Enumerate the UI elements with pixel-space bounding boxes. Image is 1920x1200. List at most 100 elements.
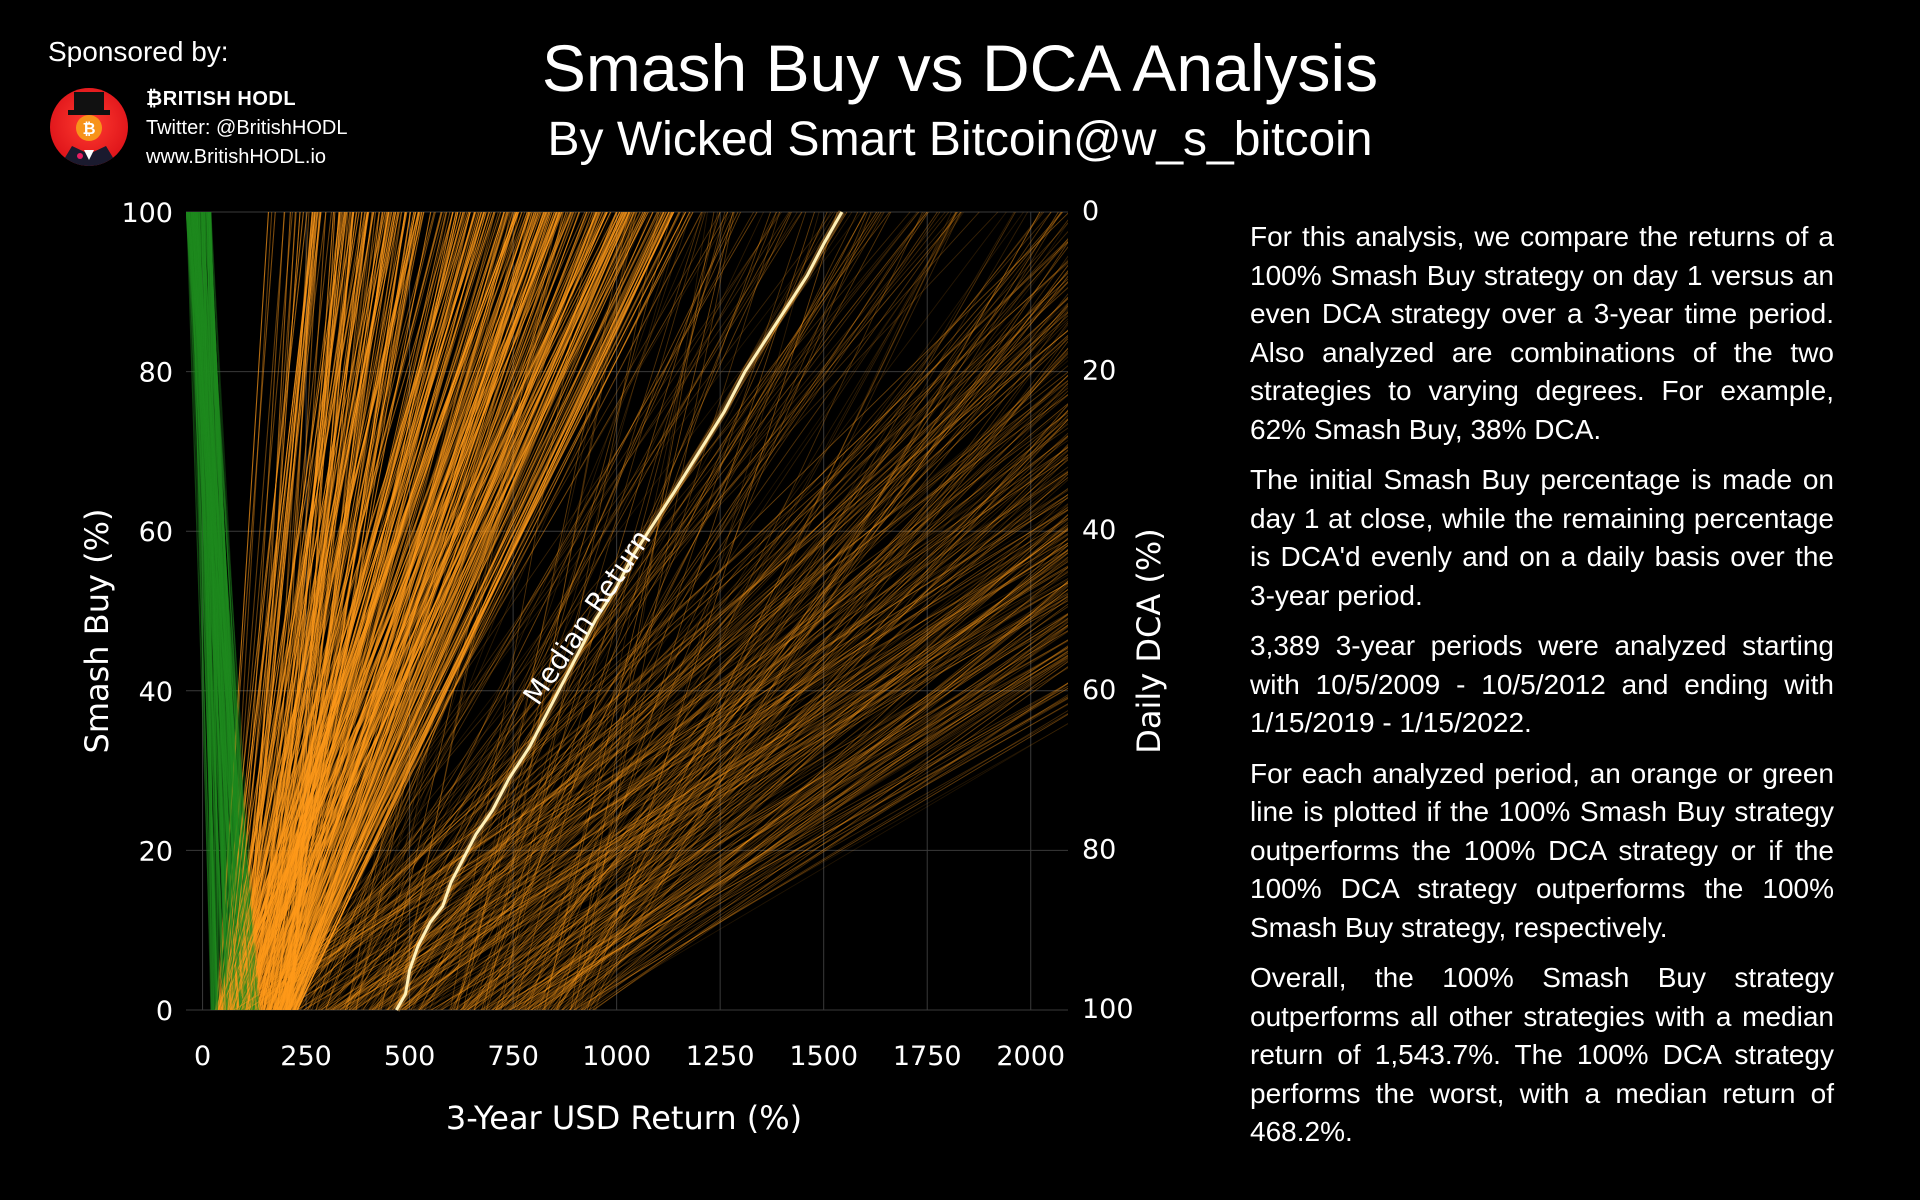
period-line	[524, 212, 868, 1010]
description-paragraph: Overall, the 100% Smash Buy strategy out…	[1250, 962, 1834, 1147]
period-line	[454, 550, 1068, 1010]
period-line	[277, 212, 335, 1010]
period-line	[320, 565, 1068, 1010]
period-line	[248, 212, 532, 1010]
period-line	[524, 657, 1068, 1010]
median-return-line	[395, 211, 844, 1011]
y-tick-label: 20	[139, 836, 173, 867]
x-tick-label: 750	[487, 1041, 539, 1072]
period-line	[194, 212, 243, 1010]
period-line	[225, 212, 435, 1010]
period-line	[284, 329, 1068, 1010]
period-line	[235, 212, 649, 1010]
period-line	[198, 212, 230, 1010]
period-line	[544, 212, 1015, 1010]
period-line	[217, 212, 518, 1010]
period-line	[398, 390, 1068, 1010]
sponsor-name: ₿RITISH HODL	[146, 88, 297, 110]
period-line	[401, 374, 1068, 1010]
period-line	[227, 456, 1068, 1010]
period-line	[385, 212, 832, 1010]
period-line	[200, 212, 229, 1010]
period-line	[290, 212, 920, 1010]
period-line	[187, 212, 229, 1010]
period-line	[274, 212, 389, 1010]
period-line	[231, 330, 1068, 1010]
period-line	[561, 340, 1068, 1010]
period-line	[467, 212, 1063, 1010]
y-tick-label: 100	[121, 198, 173, 229]
period-line	[544, 496, 1068, 1010]
period-line	[224, 212, 273, 1010]
period-line	[495, 212, 729, 1010]
period-line	[203, 212, 231, 1010]
period-line	[450, 212, 1024, 1010]
period-line	[456, 212, 673, 1010]
period-line	[339, 272, 1068, 1010]
period-line	[317, 212, 798, 1010]
period-line	[349, 394, 1068, 1010]
period-line	[234, 212, 911, 1010]
period-line	[460, 219, 1068, 1010]
period-line	[397, 212, 559, 1010]
period-line	[280, 558, 1068, 1010]
y-tick-label: 40	[139, 677, 173, 708]
period-line	[282, 212, 890, 1010]
period-line	[371, 280, 1068, 1010]
x-tick-label: 250	[280, 1041, 332, 1072]
period-line	[592, 683, 1068, 1010]
period-line	[410, 212, 867, 1010]
period-line	[354, 434, 1068, 1010]
period-line	[402, 639, 1068, 1010]
period-line	[593, 666, 1068, 1010]
period-line	[387, 212, 938, 1010]
period-line	[192, 212, 218, 1010]
period-line	[273, 212, 581, 1010]
period-line	[473, 212, 706, 1010]
period-line	[419, 212, 792, 1010]
period-line	[494, 246, 1068, 1010]
period-line	[568, 658, 1068, 1010]
period-line	[541, 583, 1068, 1010]
period-line	[337, 600, 1068, 1010]
period-line	[276, 212, 574, 1010]
period-line	[293, 212, 691, 1010]
period-line	[405, 459, 1068, 1010]
period-line	[253, 212, 862, 1010]
period-line	[351, 212, 1052, 1010]
period-line	[400, 528, 1068, 1010]
period-line	[471, 409, 1068, 1010]
period-line	[210, 212, 256, 1010]
period-line	[482, 682, 1068, 1010]
svg-text:₿: ₿	[82, 119, 95, 138]
period-line	[307, 212, 673, 1010]
period-line	[573, 613, 1068, 1010]
period-line	[570, 212, 715, 1010]
description-paragraph: 3,389 3-year periods were analyzed start…	[1250, 630, 1834, 738]
period-line	[215, 212, 425, 1010]
period-line	[377, 212, 742, 1010]
period-line	[303, 380, 1068, 1010]
period-line	[343, 222, 1068, 1010]
period-line	[510, 646, 1068, 1010]
period-line	[574, 710, 1068, 1010]
period-line	[333, 466, 1068, 1010]
period-line	[344, 494, 1068, 1010]
period-line	[588, 212, 1041, 1010]
period-line	[238, 526, 1068, 1010]
page-subtitle: By Wicked Smart Bitcoin@w_s_bitcoin	[547, 113, 1373, 166]
period-line	[553, 624, 1068, 1010]
period-line	[539, 621, 1068, 1010]
period-line	[573, 713, 1068, 1010]
x-tick-label: 1250	[686, 1041, 755, 1072]
period-line	[481, 552, 1068, 1010]
period-line	[522, 552, 1068, 1010]
period-line	[495, 651, 1068, 1010]
period-line	[460, 606, 1068, 1010]
period-line	[430, 639, 1068, 1010]
period-line	[525, 655, 1068, 1010]
period-line	[562, 585, 1068, 1010]
period-line	[580, 580, 1068, 1010]
period-line	[491, 685, 1068, 1010]
period-line	[259, 238, 1068, 1010]
